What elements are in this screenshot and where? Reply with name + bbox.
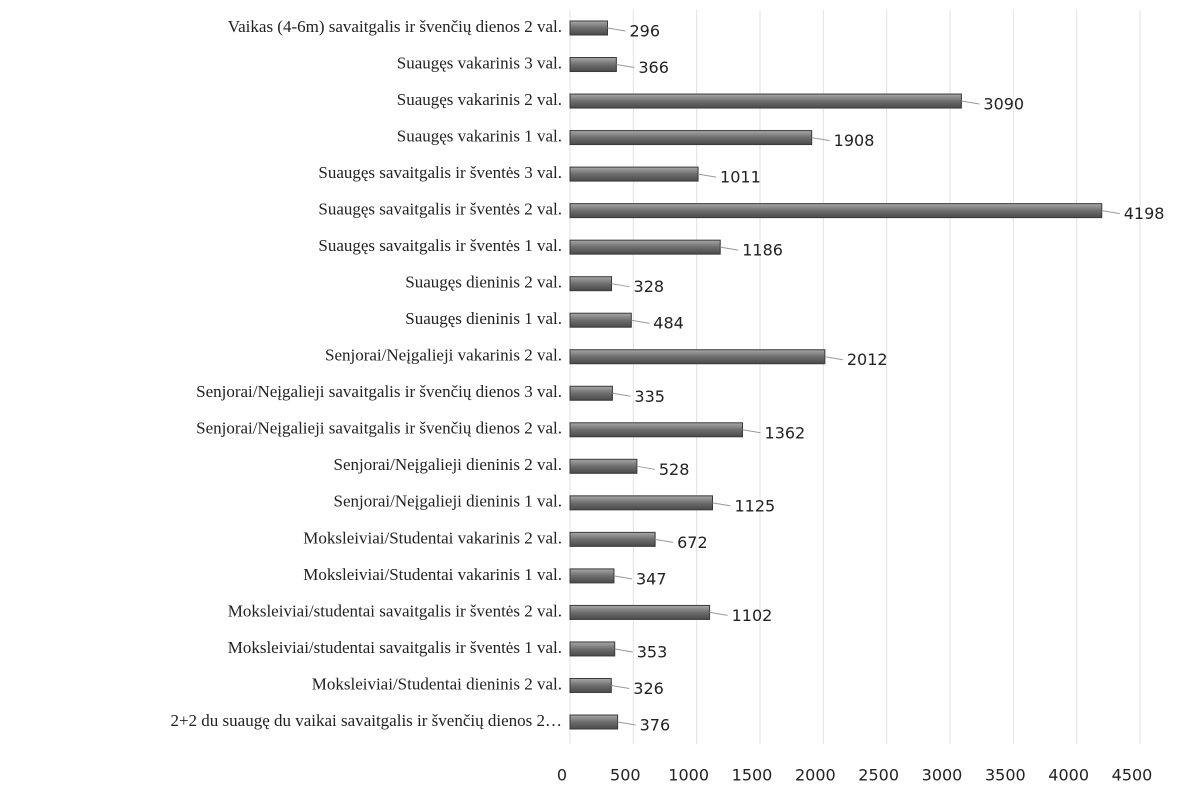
y-tick-label: Suaugęs dieninis 2 val. bbox=[405, 273, 562, 292]
bar bbox=[569, 349, 826, 365]
y-tick-label: Suaugęs vakarinis 3 val. bbox=[397, 53, 562, 72]
y-tick-label: Senjorai/Neįgalieji vakarinis 2 val. bbox=[325, 346, 562, 365]
bar bbox=[569, 677, 612, 693]
x-tick-label: 3000 bbox=[922, 766, 963, 785]
bar bbox=[569, 203, 1103, 219]
y-tick-label: Senjorai/Neįgalieji dieninis 1 val. bbox=[333, 492, 562, 511]
x-tick-label: 4000 bbox=[1048, 766, 1089, 785]
bar bbox=[569, 166, 699, 182]
x-tick-label: 1500 bbox=[732, 766, 773, 785]
x-tick-label: 3500 bbox=[985, 766, 1026, 785]
data-label: 347 bbox=[636, 569, 667, 588]
data-label: 1908 bbox=[834, 131, 875, 150]
bar bbox=[569, 422, 744, 438]
y-tick-label: Senjorai/Neįgalieji savaitgalis ir švenč… bbox=[196, 382, 562, 401]
leader-line bbox=[617, 721, 636, 726]
x-tick-label: 1000 bbox=[668, 766, 709, 785]
data-label: 366 bbox=[638, 58, 669, 77]
leader-line bbox=[655, 538, 674, 543]
y-tick-label: Moksleiviai/Studentai dieninis 2 val. bbox=[312, 674, 562, 693]
leader-line bbox=[616, 64, 635, 69]
y-tick-label: Vaikas (4-6m) savaitgalis ir švenčių die… bbox=[228, 17, 562, 36]
leader-line bbox=[824, 356, 843, 361]
x-tick-label: 4500 bbox=[1112, 766, 1153, 785]
bar bbox=[569, 641, 616, 657]
leader-line bbox=[631, 319, 650, 324]
bar bbox=[569, 20, 608, 36]
y-tick-label: 2+2 du suaugę du vaikai savaitgalis ir š… bbox=[170, 711, 562, 730]
data-label: 484 bbox=[653, 314, 684, 333]
leader-line bbox=[636, 465, 655, 470]
leader-line bbox=[742, 429, 761, 434]
y-tick-label: Suaugęs vakarinis 1 val. bbox=[397, 126, 562, 145]
bar bbox=[569, 93, 962, 109]
data-label: 376 bbox=[640, 716, 671, 735]
y-tick-label: Moksleiviai/studentai savaitgalis ir šve… bbox=[228, 638, 562, 657]
leader-line bbox=[811, 137, 830, 142]
bar bbox=[569, 130, 813, 146]
data-label: 672 bbox=[677, 533, 708, 552]
y-tick-label: Senjorai/Neįgalieji savaitgalis ir švenč… bbox=[196, 419, 562, 438]
leader-line bbox=[712, 502, 731, 507]
data-label: 353 bbox=[637, 642, 668, 661]
bar bbox=[569, 57, 617, 73]
data-label: 1102 bbox=[732, 606, 773, 625]
bar bbox=[569, 568, 615, 584]
bar bbox=[569, 385, 613, 401]
data-label: 328 bbox=[634, 277, 665, 296]
x-tick-label: 0 bbox=[557, 766, 567, 785]
x-tick-label: 2000 bbox=[795, 766, 836, 785]
x-tick-label: 500 bbox=[610, 766, 641, 785]
bar bbox=[569, 531, 656, 547]
data-label: 335 bbox=[634, 387, 665, 406]
leader-line bbox=[611, 684, 630, 689]
data-label: 1186 bbox=[742, 241, 783, 260]
leader-line bbox=[612, 392, 631, 397]
bar bbox=[569, 312, 632, 328]
y-tick-label: Suaugęs savaitgalis ir šventės 3 val. bbox=[318, 163, 562, 182]
data-label: 528 bbox=[659, 460, 690, 479]
bar bbox=[569, 714, 619, 730]
bar bbox=[569, 604, 711, 620]
leader-line bbox=[709, 611, 728, 616]
y-tick-label: Senjorai/Neįgalieji dieninis 2 val. bbox=[333, 455, 562, 474]
data-label: 326 bbox=[633, 679, 664, 698]
x-tick-label: 2500 bbox=[858, 766, 899, 785]
y-tick-label: Suaugęs savaitgalis ir šventės 1 val. bbox=[318, 236, 562, 255]
leader-line bbox=[614, 648, 633, 653]
bar bbox=[569, 458, 638, 474]
bar bbox=[569, 239, 721, 255]
y-tick-label: Suaugęs dieninis 1 val. bbox=[405, 309, 562, 328]
data-label: 4198 bbox=[1124, 204, 1165, 223]
y-tick-label: Moksleiviai/Studentai vakarinis 2 val. bbox=[303, 528, 562, 547]
leader-line bbox=[961, 100, 980, 105]
y-tick-label: Moksleiviai/studentai savaitgalis ir šve… bbox=[228, 601, 562, 620]
data-label: 1362 bbox=[765, 423, 806, 442]
leader-line bbox=[611, 283, 630, 288]
leader-line bbox=[613, 575, 633, 580]
data-label: 1011 bbox=[720, 168, 761, 187]
y-tick-label: Suaugęs vakarinis 2 val. bbox=[397, 90, 562, 109]
data-label: 3090 bbox=[983, 95, 1024, 114]
y-tick-label: Suaugęs savaitgalis ir šventės 2 val. bbox=[318, 200, 562, 219]
leader-line bbox=[720, 246, 739, 251]
data-label: 2012 bbox=[847, 350, 888, 369]
leader-line bbox=[1101, 210, 1120, 215]
leader-line bbox=[607, 27, 626, 32]
bar bbox=[569, 495, 713, 511]
y-tick-label: Moksleiviai/Studentai vakarinis 1 val. bbox=[303, 565, 562, 584]
data-label: 296 bbox=[629, 22, 660, 41]
data-label: 1125 bbox=[735, 496, 776, 515]
leader-line bbox=[697, 173, 717, 178]
bar bbox=[569, 276, 613, 292]
